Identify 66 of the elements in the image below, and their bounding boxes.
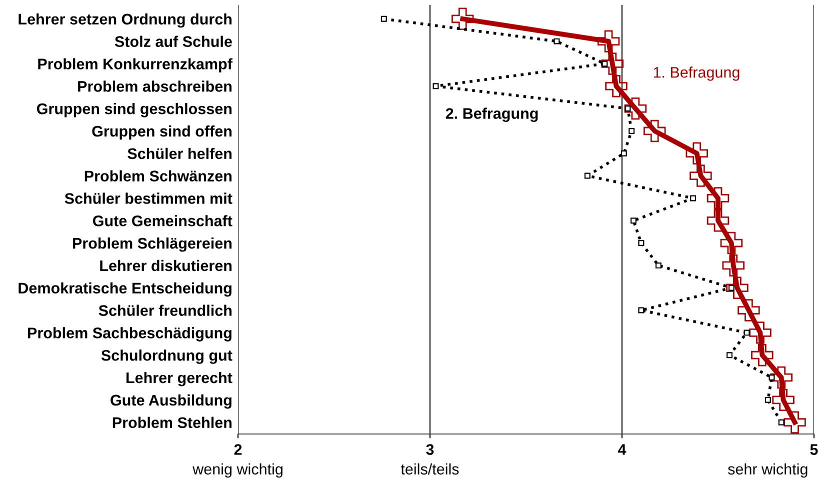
- text: wenig wichtig: [192, 463, 282, 478]
- point: [772, 388, 794, 412]
- y-tick-label: Gruppen sind offen: [92, 125, 232, 140]
- text: sehr wichtig: [728, 463, 808, 478]
- point: [452, 8, 474, 30]
- y-tick-label: Gute Ausbildung: [110, 394, 232, 409]
- point: [630, 218, 637, 224]
- point: [602, 60, 608, 67]
- point: [738, 299, 760, 322]
- y-tick-label: Lehrer diskutieren: [100, 260, 232, 272]
- y-tick-label: Schulordnung gut: [101, 350, 232, 364]
- point: [706, 210, 730, 232]
- point: [554, 38, 560, 44]
- point: [768, 374, 775, 380]
- text: teils/teils: [400, 463, 459, 475]
- point: [601, 52, 624, 75]
- point: [686, 142, 708, 164]
- point: [620, 150, 627, 156]
- x-tick-label: 4: [618, 444, 626, 455]
- y-tick-label: Gruppen sind geschlossen: [36, 103, 232, 118]
- y-tick-label: Problem Stehlen: [112, 416, 232, 428]
- point: [778, 419, 784, 426]
- point: [726, 352, 733, 358]
- point: [690, 164, 712, 187]
- y-tick-label: Schüler helfen: [128, 148, 232, 160]
- x-tick-label: 5: [810, 444, 818, 455]
- point: [638, 307, 644, 314]
- y-tick-label: Problem abschreiben: [78, 80, 232, 92]
- point: [720, 232, 743, 254]
- point: [628, 128, 635, 134]
- point: [432, 83, 439, 90]
- point: [605, 75, 628, 98]
- point: [722, 254, 744, 277]
- y-tick-label: Lehrer setzen Ordnung durch: [18, 13, 232, 28]
- point: [726, 276, 748, 299]
- point: [728, 284, 734, 291]
- point: [744, 330, 750, 336]
- point: [644, 120, 666, 142]
- y-tick-label: Demokratische Entscheidung: [18, 282, 232, 297]
- point: [706, 187, 730, 210]
- y-tick-label: Schüler bestimmen mit: [64, 192, 232, 204]
- point: [770, 366, 792, 389]
- x-tick-label: 3: [426, 444, 434, 455]
- point: [764, 396, 771, 403]
- point: [751, 344, 774, 366]
- point: [597, 30, 620, 52]
- series-label: 1. Befragung: [654, 66, 740, 81]
- y-tick-label: Problem Schwänzen: [84, 170, 232, 182]
- point: [584, 172, 590, 179]
- x-tick-label: 2: [234, 444, 242, 455]
- series-label: 2. Befragung: [446, 108, 538, 122]
- point: [624, 97, 647, 120]
- y-tick-label: Lehrer gerecht: [126, 372, 232, 386]
- y-tick-label: Schüler freundlich: [98, 304, 232, 316]
- y-tick-label: Gute Gemeinschaft: [93, 215, 232, 226]
- y-tick-label: Problem Schlägereien: [72, 238, 232, 252]
- y-tick-label: Problem Konkurrenzkampf: [38, 58, 232, 72]
- point: [784, 411, 806, 434]
- point: [624, 106, 631, 112]
- point: [380, 16, 387, 22]
- point: [690, 195, 696, 202]
- point: [638, 240, 644, 246]
- point: [655, 262, 662, 268]
- y-tick-label: Problem Sachbeschädigung: [28, 327, 232, 342]
- point: [749, 322, 772, 344]
- y-tick-label: Stolz auf Schule: [114, 36, 232, 47]
